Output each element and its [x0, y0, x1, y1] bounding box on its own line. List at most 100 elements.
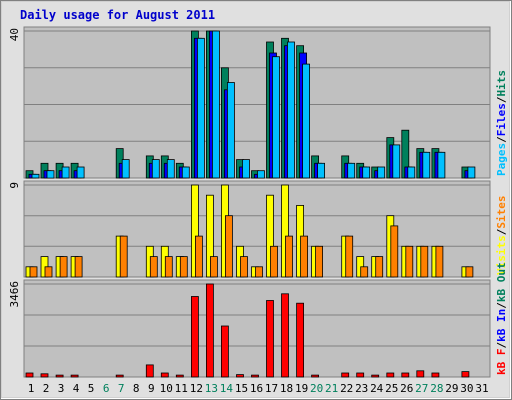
top-bar-hits-day-22	[347, 162, 356, 179]
top-bar-hits-day-12	[196, 37, 205, 179]
day-label-12: 12	[190, 382, 203, 395]
bottom-bar-kb-f-day-17	[266, 300, 274, 378]
middle-bar-sites-day-25	[390, 225, 399, 278]
bottom-legend-part: kB In	[495, 309, 508, 342]
bottom-legend-part: /	[495, 302, 508, 309]
bottom-bar-kb-f-day-3	[55, 374, 64, 378]
bottom-bar-kb-f-day-18	[281, 293, 289, 378]
top-legend-part: Files	[495, 103, 508, 136]
chart-panels	[23, 26, 491, 378]
middle-bar-sites-day-26	[405, 245, 414, 278]
middle-bar-sites-day-20	[315, 245, 324, 278]
bottom-bar-kb-f-day-15	[236, 374, 244, 378]
middle-bar-visits-day-13	[205, 194, 214, 278]
middle-bar-sites-day-22	[345, 235, 354, 278]
middle-bar-sites-day-10	[164, 256, 173, 278]
middle-bar-sites-day-1	[29, 266, 38, 278]
day-label-5: 5	[88, 382, 95, 395]
top-bar-hits-day-25	[392, 144, 401, 179]
day-label-26: 26	[400, 382, 413, 395]
top-bar-hits-day-18	[287, 41, 295, 179]
middle-legend: Visits/Sites	[495, 196, 508, 276]
middle-bar-sites-day-2	[44, 266, 53, 278]
bottom-ymax-label: 3466	[8, 281, 21, 308]
x-axis-day-labels: 1 2 3 4 5 6 7 8 9 10 11 12 13 14 15 16 17 18 19 20 21 22 23 24 2…	[28, 382, 489, 395]
middle-bar-sites-day-17	[270, 245, 278, 278]
day-label-3: 3	[58, 382, 65, 395]
day-label-8: 8	[133, 382, 140, 395]
bottom-bar-kb-f-day-10	[160, 372, 169, 378]
day-label-23: 23	[355, 382, 368, 395]
bottom-bar-kb-f-day-25	[386, 372, 395, 378]
bottom-bar-kb-f-day-12	[190, 296, 199, 378]
top-bar-hits-day-2	[46, 170, 55, 179]
day-label-15: 15	[235, 382, 248, 395]
middle-bar-sites-day-7	[119, 235, 128, 278]
day-label-18: 18	[280, 382, 293, 395]
day-label-30: 30	[460, 382, 473, 395]
middle-bar-sites-day-15	[240, 256, 248, 278]
top-bar-hits-day-30	[467, 166, 476, 179]
middle-bar-sites-day-18	[285, 235, 293, 278]
top-bar-hits-day-23	[362, 166, 371, 179]
day-label-6: 6	[103, 382, 110, 395]
day-label-31: 31	[475, 382, 488, 395]
bottom-bar-kb-f-day-2	[40, 373, 49, 378]
day-label-28: 28	[430, 382, 443, 395]
middle-legend-part: Visits	[495, 235, 508, 275]
day-label-1: 1	[28, 382, 35, 395]
day-label-25: 25	[385, 382, 398, 395]
bottom-panel-bg	[23, 279, 491, 378]
top-bar-hits-day-3	[61, 166, 70, 179]
day-label-10: 10	[160, 382, 173, 395]
middle-bar-sites-day-24	[375, 256, 384, 278]
middle-bar-sites-day-3	[59, 256, 68, 278]
middle-bar-sites-day-27	[420, 245, 429, 278]
bottom-bar-kb-f-day-22	[341, 372, 350, 378]
bottom-bar-kb-f-day-9	[145, 364, 154, 378]
middle-legend-part: Sites	[495, 196, 508, 229]
bottom-legend-part: /	[495, 342, 508, 349]
bottom-legend: kB F/kB In/kB Out	[495, 262, 508, 375]
bottom-bar-kb-f-day-20	[311, 374, 320, 378]
day-label-7: 7	[118, 382, 125, 395]
day-label-29: 29	[445, 382, 458, 395]
top-bar-hits-day-28	[437, 151, 446, 179]
middle-legend-part: /	[495, 228, 508, 235]
bottom-bar-kb-f-day-13	[205, 283, 214, 378]
top-legend-part: Hits	[495, 70, 508, 97]
middle-bar-sites-day-4	[74, 256, 83, 278]
top-bar-hits-day-1	[31, 173, 40, 179]
middle-bar-sites-day-16	[255, 266, 263, 278]
bottom-bar-kb-f-day-27	[416, 370, 425, 378]
day-label-27: 27	[415, 382, 428, 395]
top-bar-hits-day-17	[272, 56, 280, 179]
middle-bar-sites-day-9	[149, 256, 158, 278]
day-label-9: 9	[148, 382, 155, 395]
top-ymax-label: 40	[8, 28, 21, 41]
top-bar-hits-day-27	[422, 151, 431, 179]
day-label-11: 11	[175, 382, 188, 395]
top-panel-bg	[23, 26, 491, 179]
day-label-19: 19	[295, 382, 308, 395]
day-label-14: 14	[220, 382, 234, 395]
middle-ymax-label: 9	[8, 182, 21, 189]
top-bar-hits-day-20	[317, 162, 326, 179]
top-legend-part: /	[495, 136, 508, 143]
middle-bar-sites-day-13	[209, 256, 218, 278]
top-bar-hits-day-19	[302, 63, 311, 179]
top-bar-hits-day-26	[407, 166, 416, 179]
bottom-bar-kb-f-day-14	[220, 325, 229, 378]
bottom-legend-part: kB F	[495, 349, 508, 376]
top-bar-hits-day-13	[211, 30, 220, 179]
middle-bar-visits-day-12	[190, 184, 199, 278]
top-legend: Pages/Files/Hits	[495, 70, 508, 176]
top-bar-hits-day-4	[76, 166, 85, 179]
middle-bar-sites-day-28	[435, 245, 444, 278]
day-label-24: 24	[370, 382, 384, 395]
day-label-21: 21	[325, 382, 338, 395]
top-bar-hits-day-10	[166, 159, 175, 179]
middle-bar-visits-day-17	[266, 194, 274, 278]
